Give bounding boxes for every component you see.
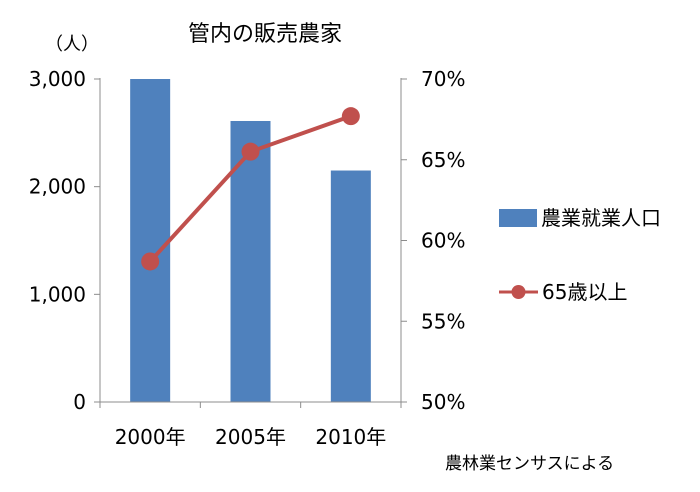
x-category-ticks: 2000年 2005年 2010年 xyxy=(99,402,402,449)
y-right-ticks: 50% 55% 60% 65% 70% xyxy=(401,67,465,414)
y-left-ticks: 0 1,000 2,000 3,000 xyxy=(29,67,100,414)
legend: 農業就業人口 65歳以上 xyxy=(499,206,661,304)
y-right-tick-label: 55% xyxy=(421,309,465,333)
chart-title: 管内の販売農家 xyxy=(188,22,342,47)
line-series xyxy=(141,107,360,271)
line-point-2 xyxy=(341,107,360,126)
bar-series xyxy=(130,79,371,403)
y-right-tick-label: 50% xyxy=(421,390,465,414)
line-point-1 xyxy=(241,142,260,161)
y-left-tick-label: 1,000 xyxy=(29,282,86,306)
legend-line-label: 65歳以上 xyxy=(542,280,627,304)
y-left-unit-label: （人） xyxy=(45,34,99,55)
legend-line-marker xyxy=(511,285,526,299)
y-right-tick-label: 65% xyxy=(421,148,465,172)
x-category-label: 2010年 xyxy=(315,425,386,449)
bar-1 xyxy=(230,120,271,403)
line-point-0 xyxy=(141,252,160,271)
bar-0 xyxy=(130,79,171,402)
x-category-label: 2005年 xyxy=(215,425,286,449)
y-left-tick-label: 3,000 xyxy=(29,67,86,91)
y-left-tick-label: 2,000 xyxy=(29,175,86,199)
x-category-label: 2000年 xyxy=(115,425,186,449)
bar-2 xyxy=(330,170,371,402)
source-note: 農林業センサスによる xyxy=(445,454,614,474)
y-left-tick-label: 0 xyxy=(73,390,86,414)
legend-bar-label: 農業就業人口 xyxy=(541,206,661,230)
y-right-tick-label: 70% xyxy=(421,67,465,91)
legend-bar-swatch xyxy=(499,209,537,227)
y-right-tick-label: 60% xyxy=(421,229,465,253)
